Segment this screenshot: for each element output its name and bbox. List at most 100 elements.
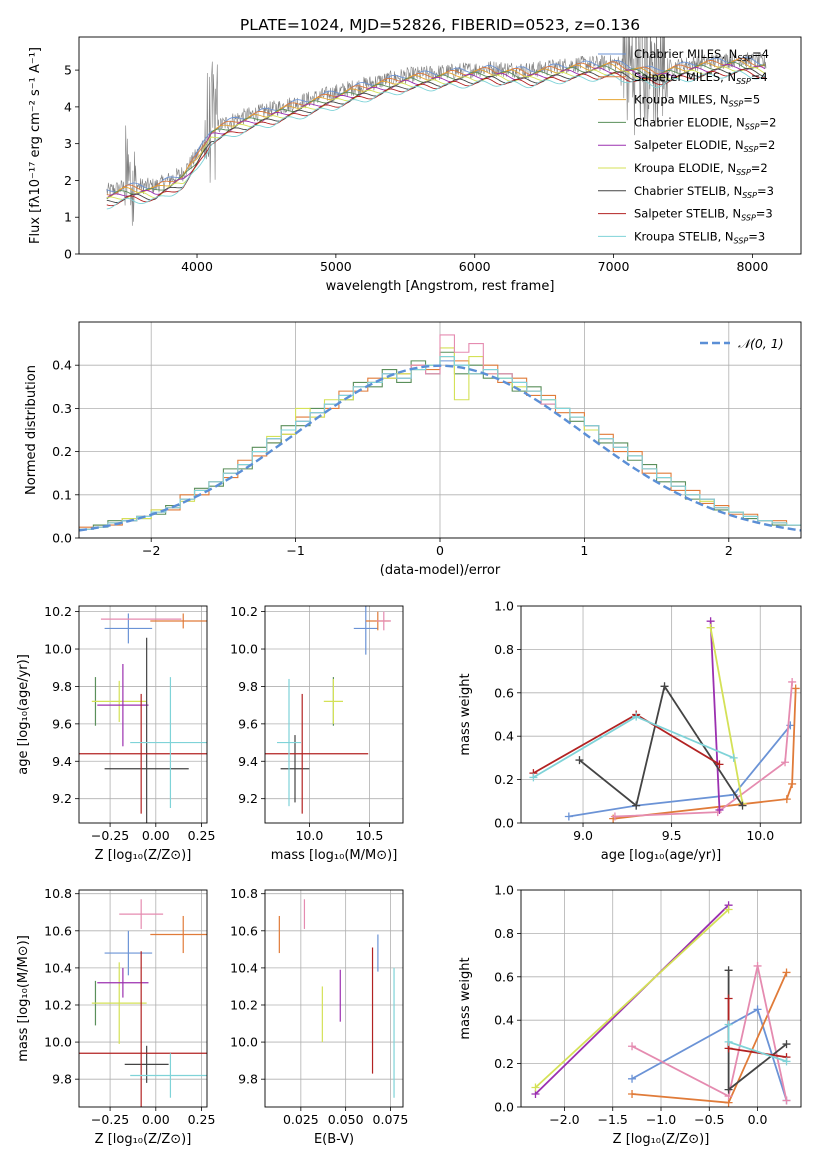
x-tick-label: 9.0 [573, 828, 593, 843]
y-tick-label: 0.4 [494, 729, 514, 744]
legend-entry: Chabrier STELIB, NSSP=3 [634, 184, 774, 200]
data-point [738, 801, 747, 810]
panel-age-weight: 9.0 9.5 10.0 0.0 0.2 0.4 0.6 0.8 1.0 age [log₁₀(a… [458, 599, 802, 863]
legend-entry: Kroupa STELIB, NSSP=3 [634, 229, 765, 245]
x-axis-label: Z [log₁₀(Z/Z⊙)] [95, 848, 192, 863]
x-tick-label: 0.25 [188, 828, 216, 843]
axes-frame [520, 889, 802, 1108]
panel-Z-weight: −2.0 −1.5 −1.0 −0.5 0.0 0.0 0.2 0.4 0.6 0.8 1.0 Z [… [458, 883, 802, 1147]
data-point [531, 1083, 540, 1092]
y-tick-label: 0.2 [52, 444, 72, 459]
data-point [529, 773, 538, 782]
y-tick-label: 9.6 [52, 716, 72, 731]
y-axis-label: age [log₁₀(age/yr)] [16, 654, 31, 775]
plot-area-Z-weight [521, 890, 801, 1107]
data-point [724, 1020, 733, 1029]
x-tick-label: −1.5 [598, 1112, 628, 1127]
y-tick-label: 0.4 [52, 358, 72, 373]
y-tick-label: 10.0 [230, 1035, 258, 1050]
y-tick-label: 5 [64, 63, 72, 78]
data-point [632, 712, 641, 721]
legend-entry: Kroupa ELODIE, NSSP=2 [634, 161, 768, 177]
x-tick-label: 9.5 [662, 828, 682, 843]
y-tick-label: 0.6 [494, 685, 514, 700]
panel-ebv-mass: 0.025 0.050 0.075 9.8 10.0 10.2 10.4 10.6 10.8 E(… [230, 886, 408, 1147]
data-point [628, 1042, 637, 1051]
weight-line-5 [709, 627, 744, 804]
y-tick-label: 10.8 [230, 886, 258, 901]
y-tick-label: 0.8 [494, 642, 514, 657]
x-tick-label: 10.0 [295, 828, 323, 843]
y-tick-label: 9.2 [52, 791, 72, 806]
y-tick-label: 0.0 [52, 531, 72, 546]
y-tick-label: 1.0 [494, 883, 514, 898]
y-tick-label: 4 [64, 99, 72, 114]
x-axis-label: (data-model)/error [380, 563, 501, 578]
y-tick-label: 10.2 [44, 997, 72, 1012]
model-line-9 [106, 70, 766, 210]
y-tick-label: 0 [64, 247, 72, 262]
y-tick-label: 0.3 [52, 401, 72, 416]
y-tick-label: 9.8 [238, 679, 258, 694]
x-tick-label: 5000 [320, 259, 352, 274]
data-point [715, 805, 724, 814]
weight-line-2 [613, 688, 797, 820]
weight-line-3 [631, 965, 788, 1101]
y-tick-label: 10.2 [44, 604, 72, 619]
y-tick-label: 10.0 [230, 642, 258, 657]
data-point [729, 753, 738, 762]
y-tick-label: 10.6 [230, 923, 258, 938]
y-tick-label: 9.4 [238, 754, 258, 769]
axes-frame [264, 889, 404, 1108]
data-point [782, 795, 791, 804]
model-line-6 [106, 66, 766, 200]
y-tick-label: 2 [64, 173, 72, 188]
data-point [788, 779, 797, 788]
x-axis-label: Z [log₁₀(Z/Z⊙)] [613, 1132, 710, 1147]
y-tick-label: 0.2 [494, 772, 514, 787]
y-tick-label: 10.8 [44, 886, 72, 901]
y-tick-label: 10.2 [230, 604, 258, 619]
x-tick-label: 0.050 [328, 1112, 364, 1127]
y-tick-label: 0.0 [494, 1100, 514, 1115]
figure-title: PLATE=1024, MJD=52826, FIBERID=0523, z=0… [240, 16, 640, 34]
axes-frame [78, 36, 802, 255]
data-point [564, 812, 573, 821]
legend-entry: Salpeter STELIB, NSSP=3 [634, 207, 773, 223]
panel-residuals: −2 −1 0 1 2 0.0 0.1 0.2 0.3 0.4 (data-model)/error… [24, 321, 802, 578]
y-tick-label: 9.6 [238, 716, 258, 731]
x-tick-label: 1 [580, 543, 588, 558]
x-tick-label: −2.0 [549, 1112, 579, 1127]
panel-spectrum: 4000 5000 6000 7000 8000 0 1 2 3 4 5 wavelength [An… [28, 36, 802, 294]
x-tick-label: 4000 [181, 259, 213, 274]
y-tick-label: 10.6 [44, 923, 72, 938]
y-tick-label: 0.1 [52, 487, 72, 502]
spectrum-data-line [106, 37, 767, 226]
data-point [724, 1037, 733, 1046]
x-axis-label: E(B-V) [314, 1132, 354, 1147]
x-tick-label: 2 [725, 543, 733, 558]
data-point [781, 758, 790, 767]
data-point [575, 756, 584, 765]
data-point [628, 1074, 637, 1083]
x-tick-label: 0.0 [748, 1112, 768, 1127]
y-tick-label: 0.4 [494, 1013, 514, 1028]
axes-frame [78, 889, 208, 1108]
axes-frame [520, 605, 802, 824]
x-tick-label: 6000 [459, 259, 491, 274]
y-axis-label: mass weight [458, 673, 473, 755]
legend-entry: 𝒩(0, 1) [738, 336, 784, 351]
y-axis-label: Normed distribution [24, 365, 39, 495]
plot-area-Z-age [79, 606, 207, 823]
y-tick-label: 0.2 [494, 1056, 514, 1071]
data-point [791, 684, 800, 693]
x-tick-label: 0.25 [188, 1112, 216, 1127]
data-point [724, 1085, 733, 1094]
data-point [753, 1005, 762, 1014]
panel-Z-mass: −0.25 0.00 0.25 9.8 10.0 10.2 10.4 10.6 10.8 Z [l… [16, 886, 216, 1147]
y-axis-label: mass weight [458, 957, 473, 1039]
y-tick-label: 10.4 [44, 960, 72, 975]
y-tick-label: 0.0 [494, 816, 514, 831]
data-point [660, 682, 669, 691]
